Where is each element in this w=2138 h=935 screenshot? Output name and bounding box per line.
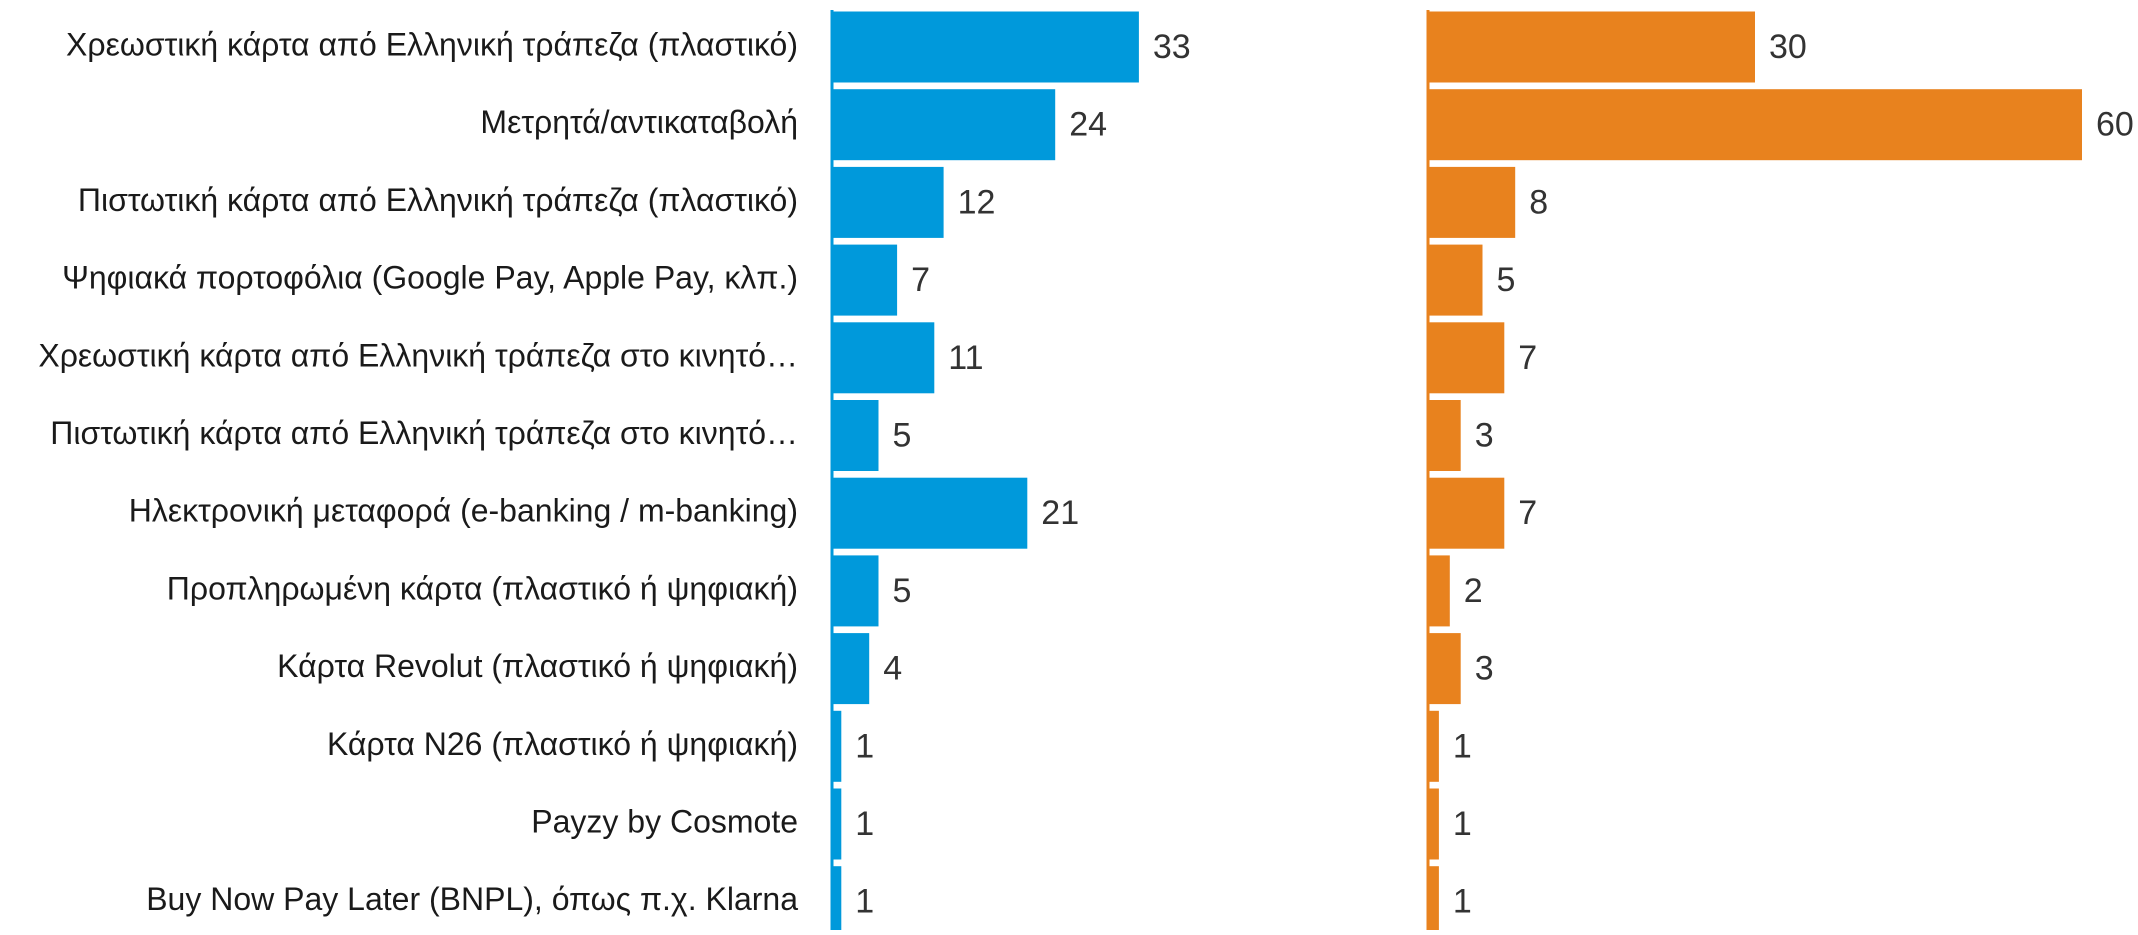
category-label: Ηλεκτρονική μεταφορά (e-banking / m-bank… bbox=[129, 493, 798, 529]
bar bbox=[832, 788, 842, 860]
bar bbox=[1428, 555, 1450, 627]
value-label: 4 bbox=[883, 650, 902, 688]
category-label: Πιστωτική κάρτα από Ελληνική τράπεζα (πλ… bbox=[78, 182, 798, 218]
value-label: 11 bbox=[948, 339, 983, 377]
bar bbox=[1428, 89, 2082, 161]
bar bbox=[1428, 477, 1505, 549]
bar bbox=[1428, 788, 1439, 860]
bar bbox=[832, 322, 935, 394]
value-label: 24 bbox=[1069, 106, 1107, 144]
bar bbox=[832, 11, 1139, 83]
value-label: 1 bbox=[855, 805, 874, 843]
bar bbox=[832, 166, 944, 238]
bar bbox=[1428, 710, 1439, 782]
bar bbox=[832, 866, 842, 935]
category-label: Μετρητά/αντικαταβολή bbox=[480, 104, 798, 140]
bar bbox=[832, 633, 870, 705]
bar bbox=[1428, 400, 1461, 471]
category-label: Προπληρωμένη κάρτα (πλαστικό ή ψηφιακή) bbox=[167, 570, 798, 606]
bar bbox=[832, 555, 879, 627]
bar bbox=[1428, 866, 1439, 935]
category-label: Ψηφιακά πορτοφόλια (Google Pay, Apple Pa… bbox=[62, 260, 798, 296]
category-label: Κάρτα Revolut (πλαστικό ή ψηφιακή) bbox=[277, 648, 798, 684]
value-label: 8 bbox=[1529, 183, 1548, 221]
value-label: 30 bbox=[1769, 28, 1807, 66]
bar bbox=[832, 400, 879, 471]
value-label: 60 bbox=[2096, 106, 2134, 144]
bar bbox=[1428, 166, 1516, 238]
bar bbox=[1428, 244, 1483, 316]
value-label: 1 bbox=[1453, 727, 1472, 765]
bar bbox=[1428, 11, 1755, 83]
value-label: 1 bbox=[855, 727, 874, 765]
value-label: 7 bbox=[911, 261, 930, 299]
bar bbox=[832, 244, 898, 316]
value-label: 3 bbox=[1475, 416, 1494, 454]
value-label: 12 bbox=[958, 183, 996, 221]
category-label: Payzy by Cosmote bbox=[531, 803, 798, 839]
value-label: 5 bbox=[893, 572, 912, 610]
value-label: 7 bbox=[1518, 339, 1537, 377]
value-label: 7 bbox=[1518, 494, 1537, 532]
value-label: 33 bbox=[1153, 28, 1191, 66]
category-label: Κάρτα N26 (πλαστικό ή ψηφιακή) bbox=[327, 726, 798, 762]
bar bbox=[832, 477, 1028, 549]
category-label: Χρεωστική κάρτα από Ελληνική τράπεζα στο… bbox=[38, 337, 798, 373]
category-label: Buy Now Pay Later (BNPL), όπως π.χ. Klar… bbox=[146, 881, 798, 917]
value-label: 3 bbox=[1475, 650, 1494, 688]
category-label: Πιστωτική κάρτα από Ελληνική τράπεζα στο… bbox=[50, 415, 798, 451]
bar bbox=[1428, 633, 1461, 705]
bar bbox=[832, 89, 1056, 161]
value-label: 5 bbox=[893, 416, 912, 454]
value-label: 1 bbox=[855, 883, 874, 921]
value-label: 1 bbox=[1453, 883, 1472, 921]
bar bbox=[1428, 322, 1505, 394]
value-label: 5 bbox=[1497, 261, 1516, 299]
bar bbox=[832, 710, 842, 782]
value-label: 2 bbox=[1464, 572, 1483, 610]
value-label: 21 bbox=[1041, 494, 1079, 532]
value-label: 1 bbox=[1453, 805, 1472, 843]
category-label: Χρεωστική κάρτα από Ελληνική τράπεζα (πλ… bbox=[66, 26, 798, 62]
